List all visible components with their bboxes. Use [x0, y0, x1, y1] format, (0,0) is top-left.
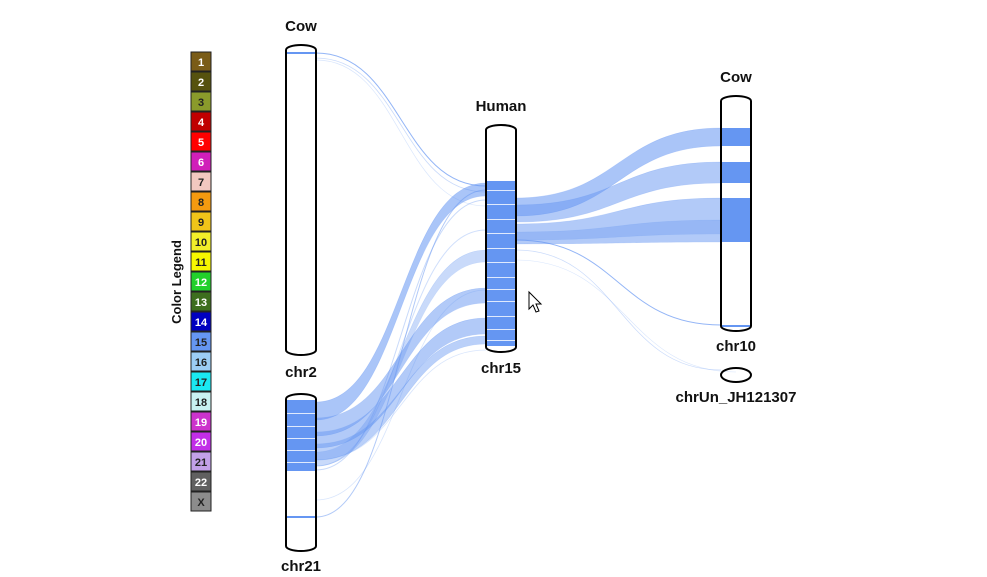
legend-item-2: 2 [190, 71, 212, 92]
legend-item-6: 6 [190, 151, 212, 172]
legend-item-label: 2 [198, 77, 204, 89]
legend-item-label: 3 [198, 97, 204, 109]
chromosome-chrUn[interactable] [720, 367, 752, 383]
legend-item-19: 19 [190, 411, 212, 432]
legend-item-16: 16 [190, 351, 212, 372]
legend-item-21: 21 [190, 451, 212, 472]
chromosome-blocks [286, 52, 751, 518]
legend-item-label: 12 [195, 277, 207, 289]
legend-item-label: 22 [195, 477, 207, 489]
legend-item-12: 12 [190, 271, 212, 292]
legend-item-label: X [197, 497, 205, 509]
legend-item-8: 8 [190, 191, 212, 212]
legend-item-5: 5 [190, 131, 212, 152]
legend-item-15: 15 [190, 331, 212, 352]
legend-item-label: 5 [198, 137, 204, 149]
legend-item-13: 13 [190, 291, 212, 312]
legend-item-17: 17 [190, 371, 212, 392]
legend-item-label: 16 [195, 357, 207, 369]
legend-title: Color Legend [169, 240, 184, 324]
legend-item-3: 3 [190, 91, 212, 112]
legend-item-label: 18 [195, 397, 207, 409]
legend-item-label: 21 [195, 457, 207, 469]
legend-item-label: 8 [198, 197, 204, 209]
legend-item-label: 15 [195, 337, 207, 349]
chrom-label-chr10: chr10 [716, 338, 756, 355]
mouse-cursor-icon [528, 290, 543, 313]
legend-item-label: 19 [195, 417, 207, 429]
chromosome-chr10[interactable] [720, 95, 752, 332]
legend-item-22: 22 [190, 471, 212, 492]
synteny-links [315, 52, 737, 518]
legend-item-9: 9 [190, 211, 212, 232]
genome-title-right: Cow [720, 69, 752, 86]
genome-title-middle: Human [476, 98, 527, 115]
legend-item-X: X [190, 491, 212, 512]
chrom-label-chr15: chr15 [481, 360, 521, 377]
legend-item-10: 10 [190, 231, 212, 252]
chrom-label-chr2: chr2 [285, 364, 317, 381]
legend-item-label: 14 [195, 317, 208, 329]
legend-item-label: 4 [198, 117, 205, 129]
legend-item-label: 20 [195, 437, 207, 449]
legend-item-label: 6 [198, 157, 204, 169]
legend-item-label: 17 [195, 377, 207, 389]
legend-item-label: 10 [195, 237, 207, 249]
legend-item-label: 11 [195, 257, 207, 269]
chromosome-chr15[interactable] [485, 124, 517, 353]
legend-item-7: 7 [190, 171, 212, 192]
legend-item-4: 4 [190, 111, 212, 132]
legend-item-14: 14 [190, 311, 212, 332]
legend-item-11: 11 [190, 251, 212, 272]
legend-item-label: 13 [195, 297, 207, 309]
legend-item-1: 1 [190, 51, 212, 72]
chromosome-chr2[interactable] [285, 44, 317, 356]
legend-item-label: 9 [198, 217, 204, 229]
legend-item-label: 7 [198, 177, 204, 189]
legend-item-18: 18 [190, 391, 212, 412]
chrom-label-chrUn: chrUn_JH121307 [676, 389, 797, 406]
genome-title-left: Cow [285, 18, 317, 35]
chromosomes [285, 44, 752, 552]
chrom-label-chr21: chr21 [281, 558, 321, 575]
chromosome-chr21[interactable] [285, 393, 317, 552]
legend-item-label: 1 [198, 57, 204, 69]
legend-item-20: 20 [190, 431, 212, 452]
